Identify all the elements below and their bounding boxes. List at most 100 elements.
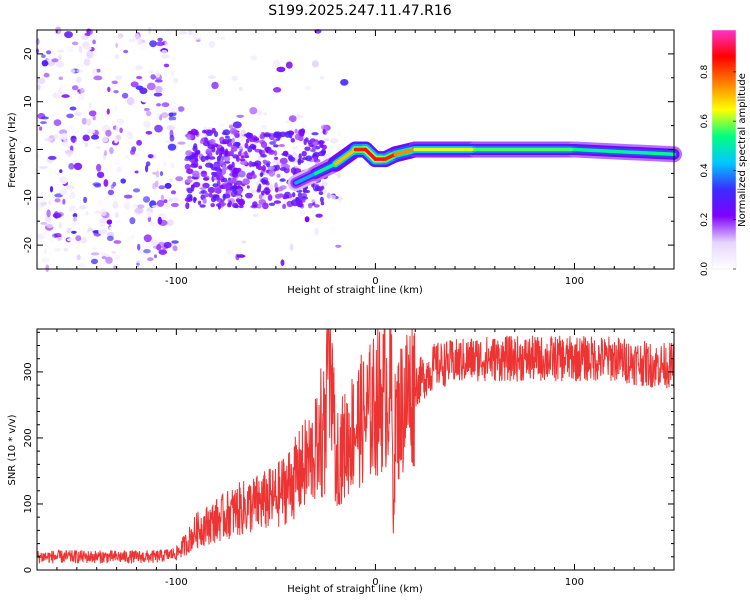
spectrogram-noise-blob — [145, 164, 149, 173]
spectrogram-cluster-blob — [262, 159, 267, 164]
spectrogram-noise-blob — [314, 227, 319, 236]
spectrogram-noise-blob — [228, 124, 234, 129]
spectrogram-noise-blob — [43, 230, 50, 239]
spectrogram-noise-blob — [124, 155, 130, 159]
spectrogram-noise-blob — [80, 237, 88, 244]
spectrogram-noise-blob — [158, 249, 168, 255]
spectrogram-noise-blob — [76, 254, 81, 261]
spectrogram-noise-blob — [40, 121, 47, 125]
spectrogram-noise-blob — [218, 123, 225, 127]
spectrogram-ridge-segment — [363, 147, 378, 161]
spectrogram-noise-blob — [172, 55, 176, 63]
spectrogram-cluster-blob — [256, 203, 262, 209]
spectrogram-cluster-blob — [202, 182, 210, 189]
spectrogram-cluster-blob — [234, 131, 238, 139]
spectrogram-noise-blob — [101, 252, 106, 256]
spectrogram-noise-blob — [52, 134, 59, 140]
spectrogram-cluster-blob — [295, 197, 300, 201]
spectrogram-noise-blob — [327, 148, 332, 156]
spectrogram-noise-blob — [85, 211, 89, 216]
spectrogram-noise-blob — [83, 233, 93, 239]
spectrogram-noise-blob — [59, 169, 63, 174]
spectrogram-noise-blob — [86, 59, 91, 66]
spectrogram-noise-blob — [114, 220, 122, 224]
spectrogram-cluster-blob — [202, 129, 207, 134]
spectrogram-cluster-blob — [232, 154, 239, 159]
spectrogram-noise-blob — [261, 124, 267, 130]
spectrogram-cluster-blob — [291, 199, 299, 207]
spectrogram-noise-blob — [45, 38, 55, 42]
spectrogram-noise-blob — [74, 121, 81, 125]
spectrogram-noise-blob — [227, 249, 234, 256]
spectrogram-noise-blob — [336, 129, 342, 137]
spectrogram-noise-blob — [292, 151, 297, 159]
spectrogram-noise-blob — [41, 60, 49, 67]
spectrogram-cluster-blob — [279, 178, 286, 182]
spectrogram-cluster-blob — [273, 200, 282, 204]
spectrogram-noise-blob — [123, 214, 131, 218]
spectrogram-noise-blob — [149, 221, 155, 227]
spectrogram-noise-blob — [170, 190, 177, 195]
colorbar: 0.0 0.2 0.4 0.6 0.8 Normalized spectral ampl… — [700, 29, 748, 276]
spectrogram-noise-blob — [142, 196, 151, 203]
spectrogram-cluster-blob — [220, 146, 225, 152]
spectrogram-cluster-blob — [313, 141, 318, 147]
spectrogram-noise-blob — [74, 111, 82, 117]
spectrogram-cluster-blob — [288, 156, 296, 162]
spectrogram-cluster-blob — [253, 137, 260, 141]
spectrogram-noise-blob — [149, 40, 157, 48]
spectrogram-noise-blob — [106, 55, 116, 61]
spectrogram-noise-blob — [311, 60, 319, 68]
spectrogram-noise-blob — [143, 249, 151, 254]
colorbar-ticks: 0.0 0.2 0.4 0.6 0.8 — [700, 64, 736, 276]
spectrogram-noise-blob — [66, 46, 75, 53]
spectrogram-noise-blob — [90, 252, 100, 256]
spectrogram-noise-blob — [113, 240, 122, 244]
spectrogram-noise-blob — [56, 236, 66, 241]
spectrogram-noise-blob — [172, 245, 178, 252]
spectrogram-noise-blob — [166, 27, 173, 35]
spectrogram-noise-blob — [160, 194, 164, 201]
spectrogram-cluster-blob — [319, 196, 324, 203]
spectrogram-noise-blob — [115, 75, 123, 80]
spectrogram-cluster-blob — [205, 129, 213, 136]
spectrogram-cluster-blob — [229, 150, 234, 157]
spectrogram-cluster-blob — [200, 190, 207, 194]
spectrogram-noise-blob — [238, 86, 243, 91]
spectrogram-noise-blob — [49, 186, 54, 193]
spectrogram-noise-blob — [114, 254, 121, 260]
spectrogram-noise-blob — [68, 125, 75, 132]
snr-x-tick-label: 100 — [565, 577, 584, 588]
spectrogram-y-tick-label: 0 — [23, 146, 34, 152]
spectrogram-noise-blob — [330, 194, 336, 200]
spectrogram-noise-blob — [137, 243, 141, 251]
spectrogram-cluster-blob — [245, 138, 250, 144]
spectrogram-noise-blob — [295, 114, 304, 119]
spectrogram-cluster-blob — [222, 138, 230, 145]
spectrogram-noise-blob — [273, 87, 282, 93]
spectrogram-noise-blob — [114, 159, 121, 167]
spectrogram-noise-blob — [327, 134, 333, 140]
spectrogram-noise-blob — [107, 189, 114, 196]
spectrogram-cluster-blob — [267, 149, 275, 155]
spectrogram-noise-blob — [156, 244, 162, 251]
spectrogram-noise-blob — [136, 75, 143, 80]
spectrogram-noise-blob — [63, 248, 69, 252]
snr-series-line — [36, 328, 675, 564]
spectrogram-noise-blob — [88, 102, 92, 109]
spectrogram-noise-blob — [98, 218, 107, 224]
spectrogram-noise-blob — [94, 210, 103, 215]
spectrogram-noise-blob — [68, 163, 75, 170]
spectrogram-noise-blob — [170, 202, 179, 208]
spectrogram-cluster-blob — [261, 165, 266, 172]
spectrogram-noise-blob — [167, 143, 177, 151]
spectrogram-noise-blob — [161, 49, 168, 55]
spectrogram-noise-blob — [173, 77, 179, 84]
spectrogram-noise-blob — [70, 69, 76, 74]
spectrogram-ridge-segment — [572, 147, 676, 157]
spectrogram-noise-blob — [146, 110, 152, 117]
spectrogram-noise-blob — [329, 226, 338, 234]
spectrogram-noise-blob — [72, 213, 78, 218]
spectrogram-cluster-blob — [232, 202, 239, 208]
spectrogram-noise-blob — [126, 134, 132, 138]
